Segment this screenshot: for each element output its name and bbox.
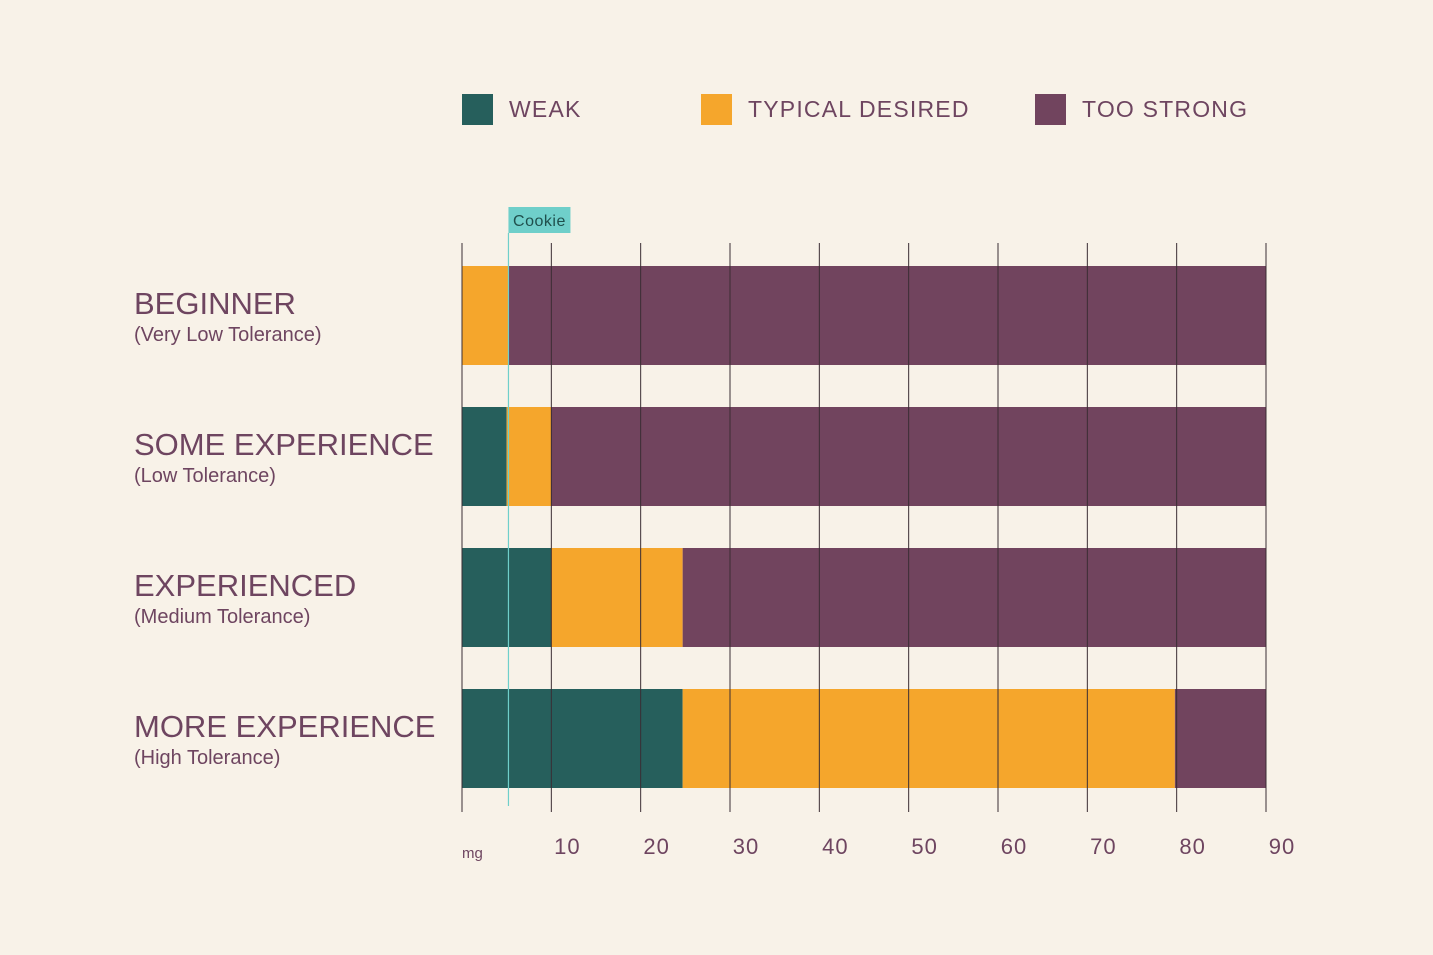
legend-label-1: WEAK bbox=[509, 96, 582, 122]
legend-label-2: TYPICAL DESIRED bbox=[748, 96, 970, 122]
category-title: SOME EXPERIENCE bbox=[134, 427, 434, 462]
bar-segment bbox=[462, 548, 552, 647]
marker-label: Cookie bbox=[513, 213, 566, 230]
legend-label-3: TOO STRONG bbox=[1082, 96, 1248, 122]
bar-segment bbox=[508, 266, 1266, 365]
bar-segment bbox=[462, 689, 683, 788]
x-tick-label: 80 bbox=[1179, 834, 1205, 859]
legend-swatch-2 bbox=[701, 94, 732, 125]
bar-segment bbox=[462, 266, 509, 365]
x-tick-label: 90 bbox=[1269, 834, 1295, 859]
category-title: MORE EXPERIENCE bbox=[134, 709, 435, 744]
bar-segment bbox=[1174, 689, 1266, 788]
category-subtitle: (High Tolerance) bbox=[134, 747, 280, 769]
x-tick-label: 40 bbox=[822, 834, 848, 859]
x-tick-label: 70 bbox=[1090, 834, 1116, 859]
legend-swatch-1 bbox=[462, 94, 493, 125]
grid-lines bbox=[461, 243, 1267, 812]
bar-segment bbox=[682, 689, 1175, 788]
category-labels: BEGINNER (Very Low Tolerance) SOME EXPERIE… bbox=[134, 286, 435, 769]
x-tick-label: 30 bbox=[733, 834, 759, 859]
bars-layer bbox=[462, 266, 1266, 788]
bar-segment bbox=[551, 548, 683, 647]
x-axis: mg 10 20 30 40 50 60 70 80 90 bbox=[462, 834, 1295, 862]
legend-swatch-3 bbox=[1035, 94, 1066, 125]
category-subtitle: (Low Tolerance) bbox=[134, 465, 276, 487]
x-tick-label: 20 bbox=[643, 834, 669, 859]
category-title: EXPERIENCED bbox=[134, 568, 356, 603]
bar-segment bbox=[462, 407, 507, 506]
marker-badge bbox=[508, 207, 571, 233]
x-tick-label: 10 bbox=[554, 834, 580, 859]
category-title: BEGINNER bbox=[134, 286, 296, 321]
category-subtitle: (Medium Tolerance) bbox=[134, 606, 310, 628]
x-tick-label: 60 bbox=[1001, 834, 1027, 859]
legend: WEAK TYPICAL DESIRED TOO STRONG bbox=[462, 94, 1248, 125]
bar-segment bbox=[506, 407, 552, 506]
cookie-marker: Cookie bbox=[507, 207, 571, 806]
bar-segment bbox=[682, 548, 1266, 647]
category-subtitle: (Very Low Tolerance) bbox=[134, 324, 322, 346]
x-tick-label: 50 bbox=[911, 834, 937, 859]
x-unit-label: mg bbox=[462, 845, 483, 862]
